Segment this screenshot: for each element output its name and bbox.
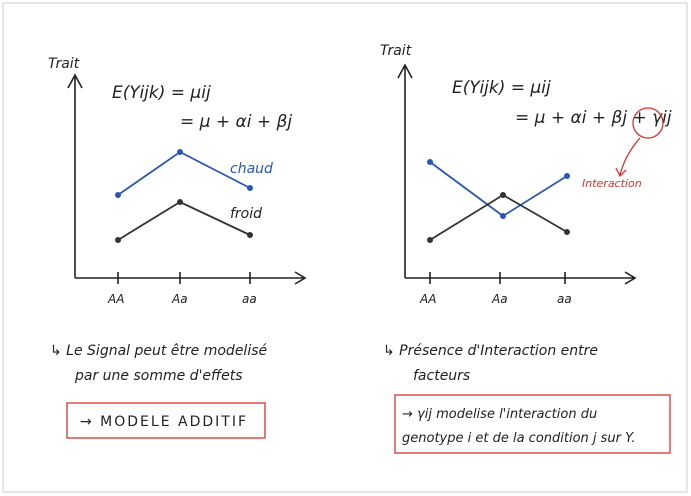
box-text: → MODELE ADDITIF <box>80 414 248 430</box>
box-text: → γij modelise l'interaction du <box>402 407 597 422</box>
annotation: Interaction <box>582 177 642 190</box>
box-text: genotype i et de la condition j sur Y. <box>402 431 636 446</box>
page: Trait E(Yijk) = μij = μ + αi + βj chaud … <box>0 0 691 496</box>
category: aa <box>557 292 572 306</box>
arrow <box>616 138 640 176</box>
category: Aa <box>491 292 508 306</box>
points <box>427 159 570 219</box>
series-label: froid <box>230 206 262 222</box>
category: aa <box>242 292 257 306</box>
category: AA <box>107 292 124 306</box>
category: Aa <box>171 292 188 306</box>
y-label: Trait <box>48 56 80 72</box>
formula: = μ + αi + βj <box>180 112 292 132</box>
line-black <box>430 195 567 240</box>
category: AA <box>419 292 436 306</box>
note: ↳ Le Signal peut être modelisé <box>50 343 268 359</box>
series-label: chaud <box>230 161 273 177</box>
formula: E(Yijk) = μij <box>452 78 551 98</box>
points <box>427 192 570 243</box>
note: ↳ Présence d'Interaction entre <box>383 343 598 359</box>
formula: E(Yijk) = μij <box>112 83 211 103</box>
left-panel: Trait E(Yijk) = μij = μ + αi + βj chaud … <box>48 56 305 438</box>
y-label: Trait <box>380 43 412 59</box>
formula: = μ + αi + βj + γij <box>515 108 672 128</box>
right-panel: Trait E(Yijk) = μij = μ + αi + βj + γij … <box>380 43 672 453</box>
axes <box>68 75 305 284</box>
note: par une somme d'effets <box>74 368 243 384</box>
line-blue <box>430 162 567 216</box>
note: facteurs <box>413 368 470 384</box>
